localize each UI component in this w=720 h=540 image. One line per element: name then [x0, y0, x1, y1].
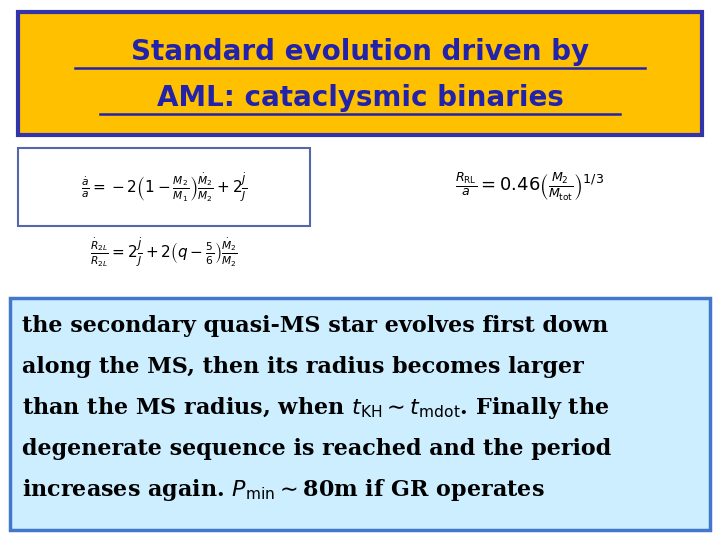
Text: $\frac{R_{\mathrm{RL}}}{a} = 0.46\left(\frac{M_2}{M_{\mathrm{tot}}}\right)^{1/3}: $\frac{R_{\mathrm{RL}}}{a} = 0.46\left(\… [456, 171, 605, 203]
Text: $\frac{\dot{R}_{2L}}{R_{2L}} = 2\frac{\dot{J}}{J} + 2\left(q - \frac{5}{6}\right: $\frac{\dot{R}_{2L}}{R_{2L}} = 2\frac{\d… [90, 235, 238, 268]
Text: Standard evolution driven by: Standard evolution driven by [131, 38, 589, 66]
FancyBboxPatch shape [10, 298, 710, 530]
Text: degenerate sequence is reached and the period: degenerate sequence is reached and the p… [22, 438, 611, 460]
Text: $\frac{\dot{a}}{a} = -2\left(1 - \frac{M_2}{M_1}\right)\frac{\dot{M}_2}{M_2} + 2: $\frac{\dot{a}}{a} = -2\left(1 - \frac{M… [81, 171, 247, 204]
Text: AML: cataclysmic binaries: AML: cataclysmic binaries [156, 84, 564, 112]
Text: than the MS radius, when $t_{\mathrm{KH}}\sim t_{\mathrm{mdot}}$. Finally the: than the MS radius, when $t_{\mathrm{KH}… [22, 395, 609, 421]
Text: the secondary quasi-MS star evolves first down: the secondary quasi-MS star evolves firs… [22, 315, 608, 337]
Text: increases again. $P_{\mathrm{min}}\sim$80m if GR operates: increases again. $P_{\mathrm{min}}\sim$8… [22, 477, 544, 503]
FancyBboxPatch shape [18, 12, 702, 135]
Text: along the MS, then its radius becomes larger: along the MS, then its radius becomes la… [22, 356, 584, 378]
FancyBboxPatch shape [18, 148, 310, 226]
